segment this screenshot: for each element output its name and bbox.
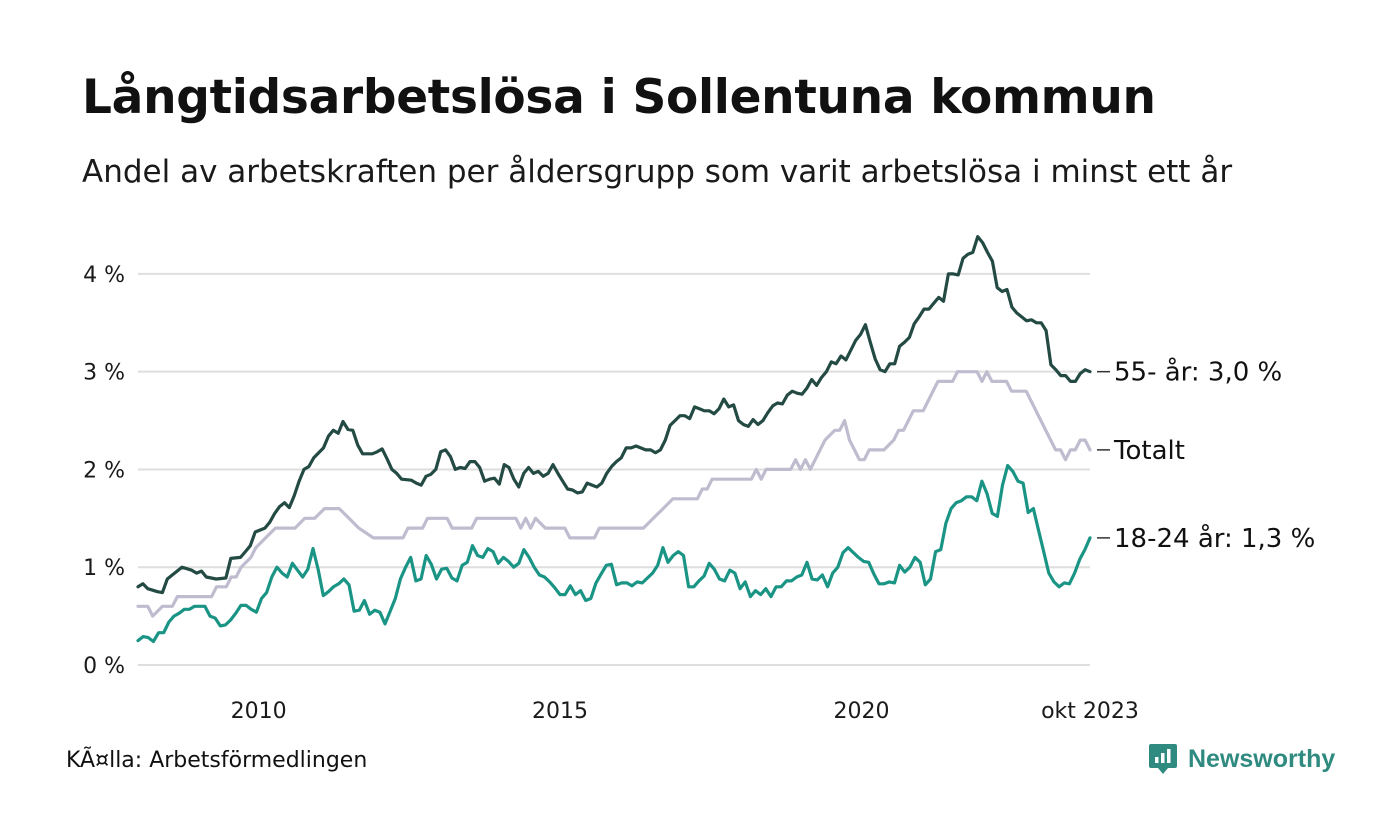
series-line-2 (136, 463, 1092, 644)
brand-logo[interactable]: Newsworthy (1148, 742, 1335, 776)
series-line-0 (136, 370, 1092, 618)
series-end-labels: Totalt 55- år: 3,0 % 18-24 år: 1,3 % (1097, 357, 1315, 554)
chart-subtitle: Andel av arbetskraften per åldersgrupp s… (82, 154, 1233, 190)
series-lines (136, 235, 1092, 644)
series-end-label: 18-24 år: 1,3 % (1114, 523, 1315, 554)
x-tick-label: 2015 (532, 699, 588, 724)
x-tick-label: 2010 (231, 699, 287, 724)
y-tick-label: 4 % (83, 263, 125, 288)
y-tick-label: 2 % (83, 458, 125, 483)
brand-name: Newsworthy (1188, 744, 1336, 773)
y-tick-label: 3 % (83, 361, 125, 386)
y-tick-label: 1 % (83, 556, 125, 581)
series-end-label: 55- år: 3,0 % (1114, 357, 1282, 388)
series-line-1 (136, 235, 1092, 595)
y-tick-label: 0 % (83, 654, 125, 679)
source-note: KÃ¤lla: Arbetsförmedlingen (66, 748, 368, 773)
grid-lines (138, 272, 1090, 666)
x-axis-labels: 2010 2015 2020 okt 2023 (231, 699, 1139, 724)
newsworthy-logo-icon (1149, 744, 1177, 774)
y-axis-labels: 0 % 1 % 2 % 3 % 4 % (83, 263, 125, 679)
x-tick-label: okt 2023 (1041, 699, 1139, 724)
chart-title: Långtidsarbetslösa i Sollentuna kommun (82, 70, 1156, 125)
x-tick-label: 2020 (833, 699, 889, 724)
series-end-label: Totalt (1113, 436, 1185, 466)
